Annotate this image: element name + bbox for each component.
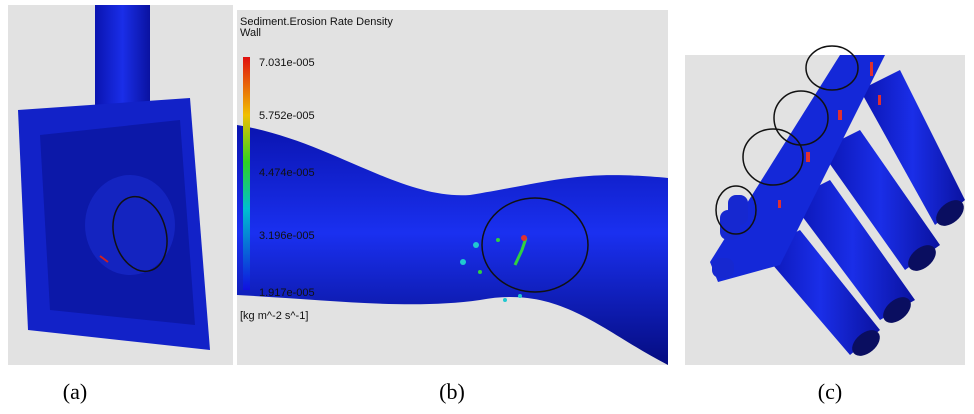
figure: Sediment.Erosion Rate Density Wall 7.031… — [0, 0, 974, 414]
legend-tick: 3.196e-005 — [259, 230, 315, 242]
caption: (c) — [818, 379, 842, 404]
legend-tick: 7.031e-005 — [259, 57, 315, 69]
caption: (b) — [439, 379, 465, 404]
pipe — [95, 5, 150, 115]
caption: (a) — [63, 379, 87, 404]
legend-tick: 1.917e-005 — [259, 287, 315, 299]
legend-unit: [kg m^-2 s^-1] — [240, 310, 308, 322]
panel-a — [8, 5, 233, 365]
legend-subtitle: Wall — [240, 27, 261, 39]
panel-b: Sediment.Erosion Rate Density Wall 7.031… — [237, 10, 668, 365]
outlet — [85, 175, 175, 275]
legend-title: Sediment.Erosion Rate Density — [240, 16, 393, 28]
panel-c — [685, 46, 969, 365]
legend-tick: 5.752e-005 — [259, 110, 315, 122]
color-bar — [243, 57, 250, 290]
legend-tick: 4.474e-005 — [259, 167, 315, 179]
